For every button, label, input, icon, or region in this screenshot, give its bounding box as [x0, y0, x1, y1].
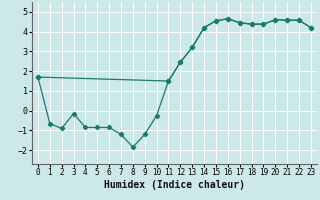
X-axis label: Humidex (Indice chaleur): Humidex (Indice chaleur)	[104, 180, 245, 190]
